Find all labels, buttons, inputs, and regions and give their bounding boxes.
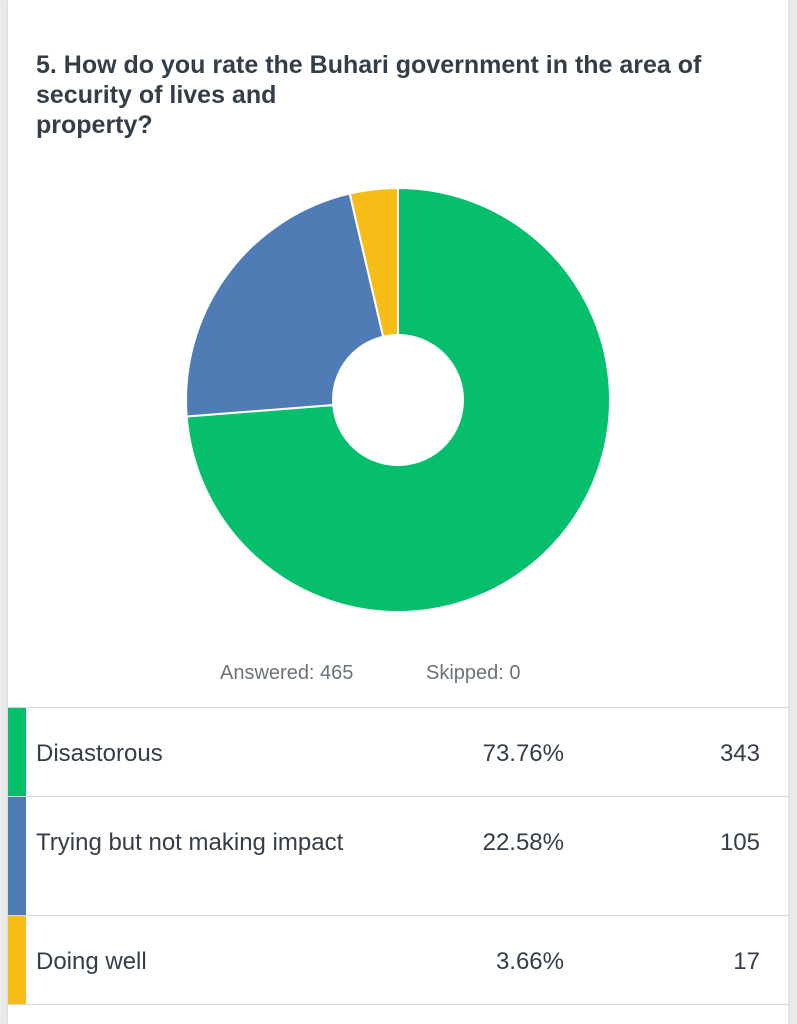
donut-slice-disastorous: [185, 186, 611, 613]
donut-slice-doing-well: [348, 186, 399, 338]
legend-swatch-doing-well: [8, 916, 26, 1004]
answer-percent: 22.58%: [482, 829, 564, 856]
donut-chart: [185, 186, 611, 613]
question-title: 5. How do you rate the Buhari government…: [36, 51, 702, 139]
answer-count: 343: [719, 740, 760, 767]
response-stats: Answered: 465 Skipped: 0: [8, 662, 788, 692]
answer-percent: 3.66%: [495, 948, 564, 975]
result-row-trying: Trying but not making impact 22.58% 105: [8, 797, 788, 916]
result-row-doing-well: Doing well 3.66% 17: [8, 916, 788, 1005]
legend-swatch-trying: [8, 797, 26, 915]
survey-card: 5. How do you rate the Buhari government…: [8, 0, 788, 1024]
answer-label: Disastorous: [36, 740, 163, 767]
answer-label: Trying but not making impact: [36, 829, 344, 856]
answer-count: 17: [733, 948, 760, 975]
answer-label: Doing well: [36, 948, 147, 975]
results-table: Disastorous 73.76% 343 Trying but not ma…: [8, 707, 788, 1005]
answer-count: 105: [719, 829, 760, 856]
answered-count: Answered: 465: [220, 662, 354, 684]
legend-swatch-disastorous: [8, 708, 26, 796]
answer-percent: 73.76%: [482, 740, 564, 767]
skipped-count: Skipped: 0: [426, 662, 521, 684]
result-row-disastorous: Disastorous 73.76% 343: [8, 708, 788, 797]
donut-slice-trying-but-not-making-impact: [185, 192, 385, 418]
